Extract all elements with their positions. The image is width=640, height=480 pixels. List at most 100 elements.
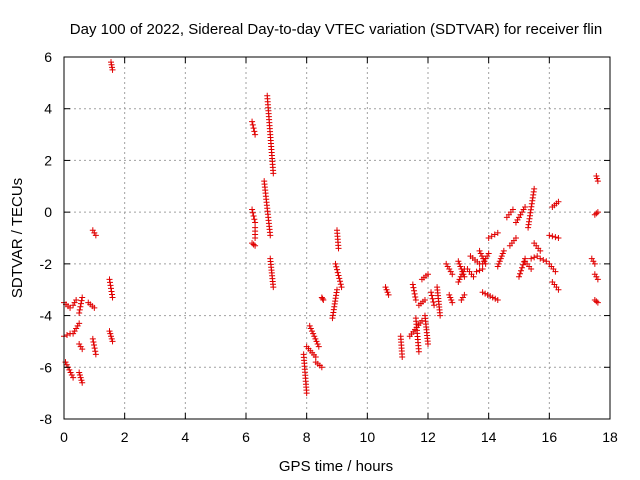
data-point (384, 289, 391, 296)
data-point (107, 330, 114, 337)
data-point (411, 290, 418, 297)
data-point (479, 266, 486, 273)
data-point (318, 364, 325, 371)
data-point (549, 233, 556, 240)
x-tick-label: 2 (121, 429, 129, 445)
data-point (382, 284, 389, 291)
x-tick-label: 10 (360, 429, 376, 445)
x-tick-label: 4 (181, 429, 189, 445)
data-point (338, 284, 345, 291)
data-point (334, 269, 341, 276)
data-point (593, 172, 600, 179)
data-point (449, 299, 456, 306)
data-point (591, 260, 598, 267)
data-point (335, 272, 342, 279)
data-points (61, 59, 601, 397)
data-point (485, 250, 492, 257)
data-point (335, 245, 342, 252)
data-point (425, 341, 431, 348)
data-point (385, 291, 392, 298)
data-point (313, 338, 320, 345)
y-tick-label: -2 (40, 256, 53, 272)
data-point (456, 260, 463, 267)
data-point (78, 377, 85, 384)
data-point (79, 346, 86, 353)
data-point (337, 278, 344, 285)
data-point (494, 229, 501, 236)
data-point (334, 286, 340, 293)
data-point (106, 328, 113, 335)
data-point (528, 255, 535, 262)
data-point (383, 286, 390, 293)
data-point (252, 242, 259, 249)
data-point (412, 297, 419, 304)
data-point (303, 390, 310, 397)
data-point (552, 268, 559, 275)
data-point (320, 297, 327, 304)
data-point (516, 273, 522, 280)
data-point (421, 297, 428, 304)
data-point (311, 333, 318, 340)
data-point (108, 288, 115, 295)
data-point (540, 256, 547, 263)
data-point (90, 338, 97, 345)
data-point (109, 294, 116, 301)
data-point (594, 209, 601, 216)
data-point (495, 260, 502, 267)
data-point (546, 232, 553, 239)
data-point (108, 61, 115, 68)
data-point (267, 232, 274, 239)
data-point (461, 291, 468, 298)
y-tick-label: 2 (44, 152, 52, 168)
data-point (470, 273, 477, 280)
data-point (522, 203, 529, 210)
data-point (594, 299, 601, 306)
data-point (334, 266, 340, 273)
data-point (498, 253, 505, 260)
data-point (319, 295, 326, 302)
data-point (77, 303, 84, 310)
data-point (410, 284, 417, 291)
data-point (476, 247, 483, 254)
data-point (594, 175, 601, 182)
x-axis-label: GPS time / hours (279, 458, 393, 475)
data-point (107, 279, 114, 286)
data-point (73, 297, 80, 304)
data-point (555, 286, 562, 293)
data-point (109, 338, 116, 345)
data-point (482, 290, 489, 297)
x-tick-label: 16 (542, 429, 558, 445)
data-point (270, 170, 277, 177)
data-point (252, 219, 259, 226)
data-point (108, 285, 115, 292)
data-point (534, 253, 541, 260)
data-point (555, 235, 562, 241)
data-point (492, 295, 499, 302)
data-point (251, 128, 258, 135)
data-point (446, 291, 453, 298)
data-point (70, 374, 77, 381)
data-point (108, 59, 115, 66)
data-point (108, 335, 115, 342)
data-point (66, 366, 73, 373)
data-point (79, 379, 86, 386)
data-point (428, 289, 435, 296)
data-point (448, 297, 455, 304)
data-point (496, 258, 503, 265)
data-point (79, 294, 86, 301)
data-point (594, 276, 601, 283)
data-point (429, 295, 436, 302)
data-point (537, 255, 544, 262)
data-point (92, 232, 99, 239)
data-point (89, 335, 96, 342)
data-point (310, 330, 317, 337)
data-point (252, 235, 259, 241)
x-tick-label: 0 (60, 429, 68, 445)
data-point (336, 275, 343, 282)
data-point (487, 293, 494, 300)
data-point (63, 361, 70, 368)
data-point (91, 342, 98, 349)
data-point (249, 206, 256, 213)
